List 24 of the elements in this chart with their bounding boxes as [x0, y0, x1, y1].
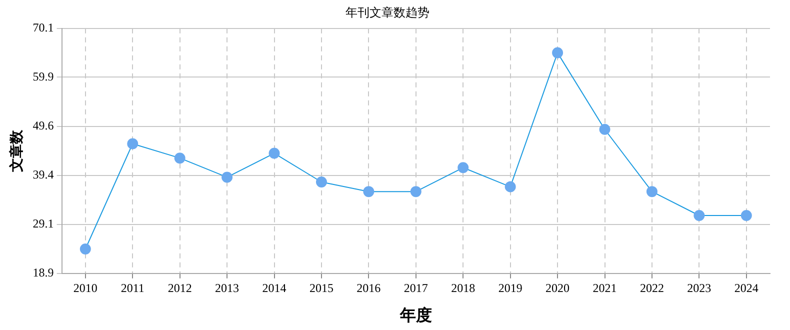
- y-tick-label: 59.9: [32, 69, 54, 84]
- x-axis-title: 年度: [398, 306, 432, 325]
- y-axis-title: 文章数: [8, 128, 26, 173]
- y-tick-label: 49.6: [32, 118, 54, 133]
- y-tick-label: 29.1: [32, 216, 54, 231]
- y-tick-label: 18.9: [32, 266, 54, 280]
- x-tick-label: 2013: [215, 280, 240, 295]
- x-tick-label: 2015: [309, 280, 334, 295]
- x-tick-label: 2023: [687, 280, 712, 295]
- x-tick-label: 2011: [120, 280, 144, 295]
- x-tick-label: 2014: [262, 280, 286, 295]
- x-tick-label: 2021: [592, 280, 617, 295]
- x-tick-label: 2017: [404, 280, 428, 295]
- x-tick-label: 2024: [734, 280, 758, 295]
- x-tick-label: 2010: [73, 280, 98, 295]
- y-tick-label: 39.4: [32, 167, 54, 182]
- x-tick-label: 2016: [356, 280, 381, 295]
- x-tick-label: 2022: [640, 280, 664, 295]
- chart-title: 年刊文章数趋势: [346, 5, 430, 20]
- x-tick-label: 2019: [498, 280, 522, 295]
- y-tick-label: 70.1: [32, 20, 54, 35]
- x-tick-label: 2012: [168, 280, 192, 295]
- x-tick-label: 2018: [451, 280, 476, 295]
- x-tick-label: 2020: [546, 280, 570, 295]
